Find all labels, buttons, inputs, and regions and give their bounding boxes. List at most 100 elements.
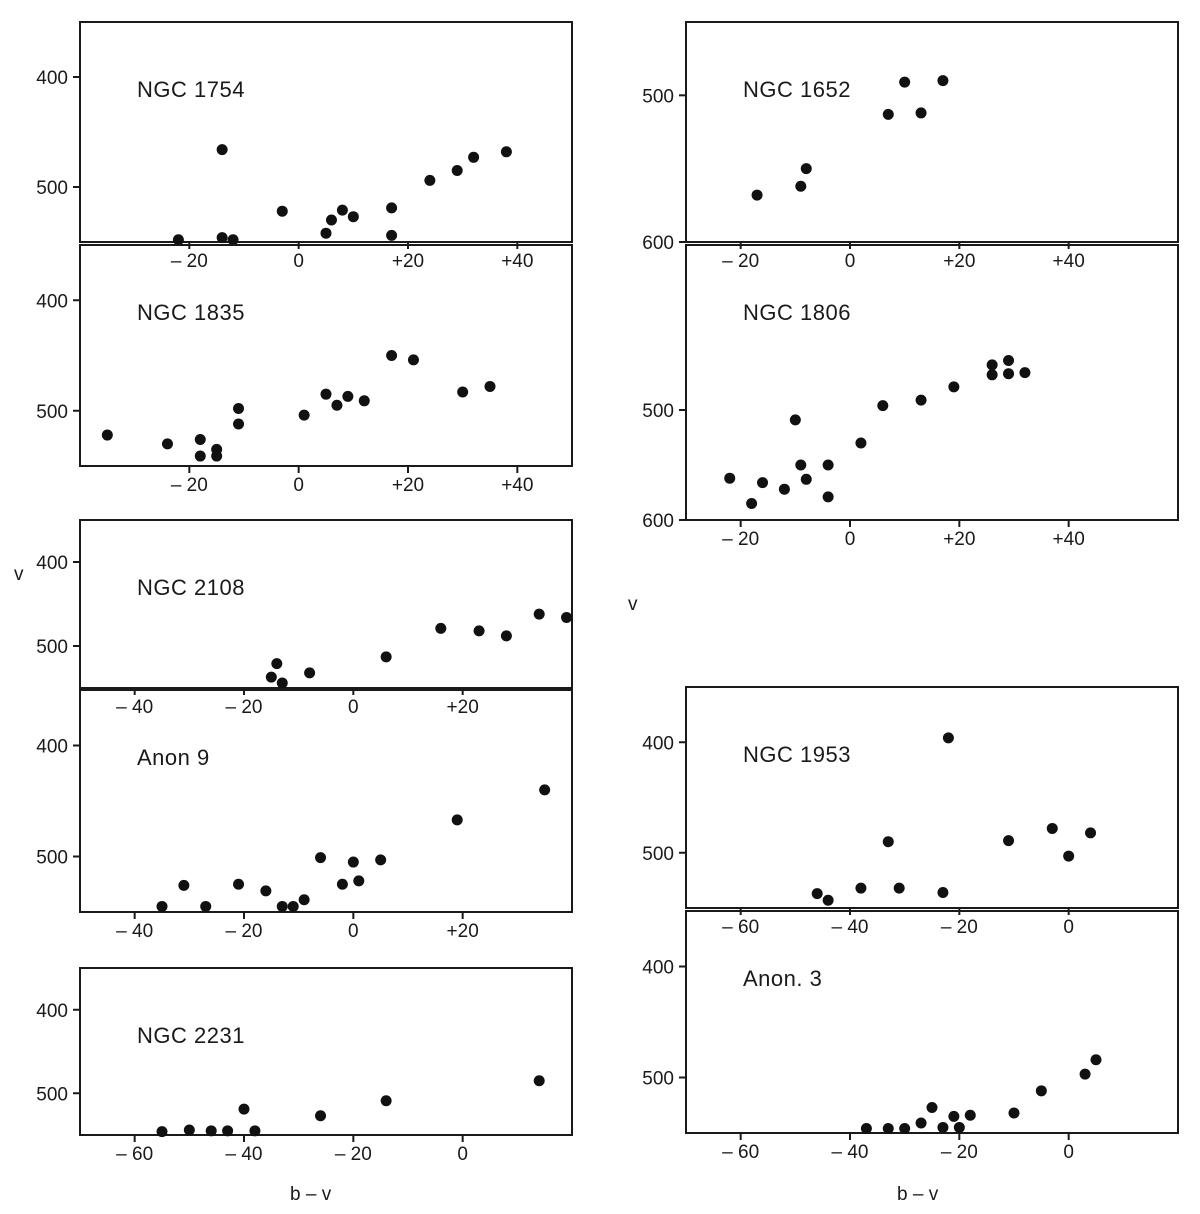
x-tick-label: – 20 (722, 529, 759, 550)
panel-frame (79, 689, 573, 913)
x-tick-label: 0 (457, 1144, 468, 1165)
data-point (882, 108, 894, 120)
data-point (986, 359, 998, 371)
y-axis-label-left: v (14, 564, 24, 585)
panel-title: NGC 2108 (137, 575, 245, 600)
panel-ngc-1652: NGC 1652 500 600 – 20 0 +20 +40 (642, 21, 1179, 272)
data-point (1090, 1054, 1102, 1066)
x-tick-label: – 40 (116, 697, 153, 718)
data-point (746, 498, 758, 509)
data-point (358, 395, 370, 407)
data-point (533, 1075, 545, 1087)
data-point (1063, 850, 1075, 862)
y-tick-label: 400 (36, 737, 68, 758)
x-tick-label: 0 (845, 529, 856, 550)
y-tick-label: 500 (36, 1084, 68, 1105)
data-point (325, 214, 337, 226)
data-point (800, 473, 812, 485)
data-point (276, 900, 288, 912)
data-point (342, 390, 354, 402)
x-tick-label: +20 (447, 697, 479, 718)
data-point (435, 622, 447, 634)
data-point (183, 1124, 195, 1136)
data-point (315, 1110, 327, 1122)
data-point (287, 900, 299, 912)
x-tick-label: – 20 (722, 251, 759, 272)
data-point (1003, 355, 1015, 366)
x-tick-label: 0 (348, 697, 359, 718)
panel-frame (79, 519, 573, 689)
x-tick-label: – 20 (171, 251, 208, 272)
x-tick-label: +40 (501, 251, 533, 272)
data-point (205, 1125, 217, 1137)
data-point (320, 227, 332, 239)
panel-anon-3: Anon. 3 400 500 – 60 – 40 – 20 0 (642, 910, 1179, 1163)
data-point (539, 784, 551, 796)
panel-frame (79, 244, 573, 467)
data-point (811, 888, 823, 900)
panel-frame (79, 21, 573, 243)
y-tick-label: 600 (642, 233, 674, 254)
data-point (1008, 1107, 1020, 1119)
panel-frame (685, 910, 1179, 1134)
x-tick-label: – 20 (226, 921, 263, 942)
data-point (800, 163, 812, 175)
data-point (375, 854, 387, 866)
data-point (561, 611, 573, 623)
panel-frame (79, 967, 573, 1136)
data-point (380, 1095, 392, 1107)
data-point (533, 608, 545, 620)
panels-layer: NGC 1754 400 500 – 20 0 +20 +40 NGC 1835 400 500 –… (36, 21, 1179, 1165)
data-point (336, 204, 348, 216)
data-point (757, 477, 769, 489)
data-point (986, 369, 998, 381)
data-point (822, 491, 834, 503)
x-tick-label: +40 (1053, 529, 1085, 550)
panel-anon-9: Anon 9 400 500 – 40 – 20 0 +20 (36, 689, 573, 942)
panel-title: NGC 1652 (743, 77, 851, 102)
panel-frame (685, 21, 1179, 243)
y-tick-label: 500 (36, 402, 68, 423)
y-tick-label: 500 (36, 848, 68, 869)
data-point (877, 400, 889, 412)
x-tick-label: +20 (943, 529, 975, 550)
data-point (1035, 1085, 1047, 1097)
data-point (233, 403, 245, 415)
data-point (216, 232, 228, 244)
data-point (882, 836, 894, 848)
data-point (484, 380, 496, 392)
data-point (822, 459, 834, 471)
y-axis-label-right: v (628, 594, 638, 615)
data-point (937, 75, 949, 87)
data-point (942, 732, 954, 744)
data-point (1019, 367, 1031, 379)
x-tick-label: 0 (1063, 917, 1074, 938)
panel-ngc-2108: NGC 2108 400 500 – 40 – 20 0 +20 (36, 519, 573, 718)
data-point (948, 1110, 960, 1122)
data-point (451, 814, 463, 826)
y-tick-label: 500 (642, 844, 674, 865)
data-point (724, 472, 736, 484)
data-point (347, 211, 359, 223)
data-point (178, 879, 190, 891)
x-tick-label: – 40 (116, 921, 153, 942)
data-point (276, 205, 288, 217)
panel-title: Anon 9 (137, 745, 210, 770)
panel-title: NGC 1806 (743, 300, 851, 325)
y-tick-label: 500 (36, 637, 68, 658)
panel-ngc-1953: NGC 1953 400 500 – 60 – 40 – 20 0 (642, 686, 1179, 938)
data-point (500, 630, 512, 642)
data-point (926, 1101, 938, 1113)
panel-frame (685, 244, 1179, 521)
panel-ngc-1754: NGC 1754 400 500 – 20 0 +20 +40 (36, 21, 573, 272)
y-tick-label: 500 (642, 401, 674, 422)
data-point (855, 882, 867, 894)
data-point (468, 151, 480, 163)
data-point (315, 852, 327, 864)
data-point (260, 885, 272, 897)
panel-ngc-2231: NGC 2231 400 500 – 60 – 40 – 20 0 (36, 967, 573, 1165)
x-tick-label: – 40 (226, 1144, 263, 1165)
y-tick-label: 400 (642, 958, 674, 979)
data-point (233, 878, 245, 890)
data-point (500, 146, 512, 158)
